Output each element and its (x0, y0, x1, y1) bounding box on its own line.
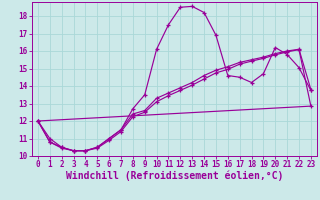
X-axis label: Windchill (Refroidissement éolien,°C): Windchill (Refroidissement éolien,°C) (66, 171, 283, 181)
